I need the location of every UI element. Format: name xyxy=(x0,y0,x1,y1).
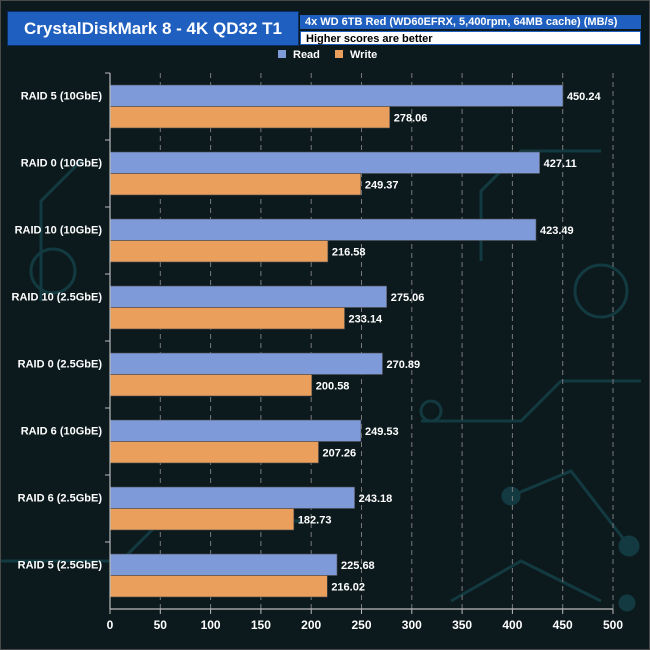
bar-write xyxy=(109,508,295,531)
x-tick-label: 300 xyxy=(402,618,422,632)
chart-subtitle: 4x WD 6TB Red (WD60EFRX, 5,400rpm, 64MB … xyxy=(300,15,641,29)
data-label-write: 216.58 xyxy=(332,246,366,258)
bars xyxy=(109,84,564,598)
bar-read xyxy=(109,84,564,107)
category-label: RAID 5 (2.5GbE) xyxy=(18,560,103,572)
category-label: RAID 0 (10GbE) xyxy=(21,158,103,170)
data-label-write: 207.26 xyxy=(323,447,357,459)
data-label-read: 270.89 xyxy=(387,359,421,371)
bar-read xyxy=(109,352,383,375)
x-tick-label: 50 xyxy=(154,618,168,632)
data-label-read: 450.24 xyxy=(567,91,602,103)
axes xyxy=(105,72,614,614)
legend: Read Write xyxy=(278,49,377,61)
bar-write xyxy=(109,575,328,598)
data-label-write: 182.73 xyxy=(298,514,332,526)
bar-write xyxy=(109,240,329,263)
x-tick-label: 350 xyxy=(452,618,472,632)
x-tick-label: 250 xyxy=(351,618,371,632)
bar-read xyxy=(109,151,540,174)
x-tick-label: 100 xyxy=(201,618,221,632)
labels: 0 50 100 150 200 250 300 350 400 450 500 450.24 278.… xyxy=(12,91,624,633)
data-label-write: 216.02 xyxy=(331,581,365,593)
data-label-write: 200.58 xyxy=(316,380,350,392)
bar-read xyxy=(109,218,537,241)
bar-write xyxy=(109,374,313,397)
data-label-read: 249.53 xyxy=(365,426,399,438)
data-label-read: 427.11 xyxy=(544,158,577,170)
legend-swatch-read xyxy=(278,50,286,58)
data-label-read: 275.06 xyxy=(391,292,425,304)
bar-write xyxy=(109,307,345,330)
x-tick-label: 500 xyxy=(603,618,623,632)
chart-title: CrystalDiskMark 8 - 4K QD32 T1 xyxy=(7,11,299,46)
category-label: RAID 5 (10GbE) xyxy=(21,91,103,103)
x-tick-label: 400 xyxy=(502,618,522,632)
x-tick-label: 450 xyxy=(553,618,573,632)
data-label-read: 423.49 xyxy=(540,225,574,237)
x-tick-label: 200 xyxy=(301,618,321,632)
legend-swatch-write xyxy=(335,50,343,58)
bar-write xyxy=(109,106,391,129)
x-tick-label: 0 xyxy=(107,618,114,632)
data-label-write: 249.37 xyxy=(365,179,399,191)
data-label-read: 243.18 xyxy=(359,493,393,505)
data-label-write: 278.06 xyxy=(394,112,428,124)
category-label: RAID 0 (2.5GbE) xyxy=(18,359,103,371)
legend-label-read: Read xyxy=(293,49,320,61)
x-tick-label: 150 xyxy=(251,618,271,632)
data-label-read: 225.68 xyxy=(341,560,375,572)
legend-label-write: Write xyxy=(350,49,377,61)
bar-write xyxy=(109,441,319,464)
bar-write xyxy=(109,173,362,196)
bar-read xyxy=(109,486,355,509)
higher-is-better-note: Higher scores are better xyxy=(300,31,641,45)
category-label: RAID 10 (10GbE) xyxy=(15,225,103,237)
data-label-write: 233.14 xyxy=(349,313,384,325)
category-label: RAID 6 (2.5GbE) xyxy=(18,493,103,505)
category-label: RAID 6 (10GbE) xyxy=(21,426,103,438)
bar-read xyxy=(109,419,362,442)
category-label: RAID 10 (2.5GbE) xyxy=(12,292,103,304)
bar-read xyxy=(109,553,338,576)
bar-read xyxy=(109,285,388,308)
